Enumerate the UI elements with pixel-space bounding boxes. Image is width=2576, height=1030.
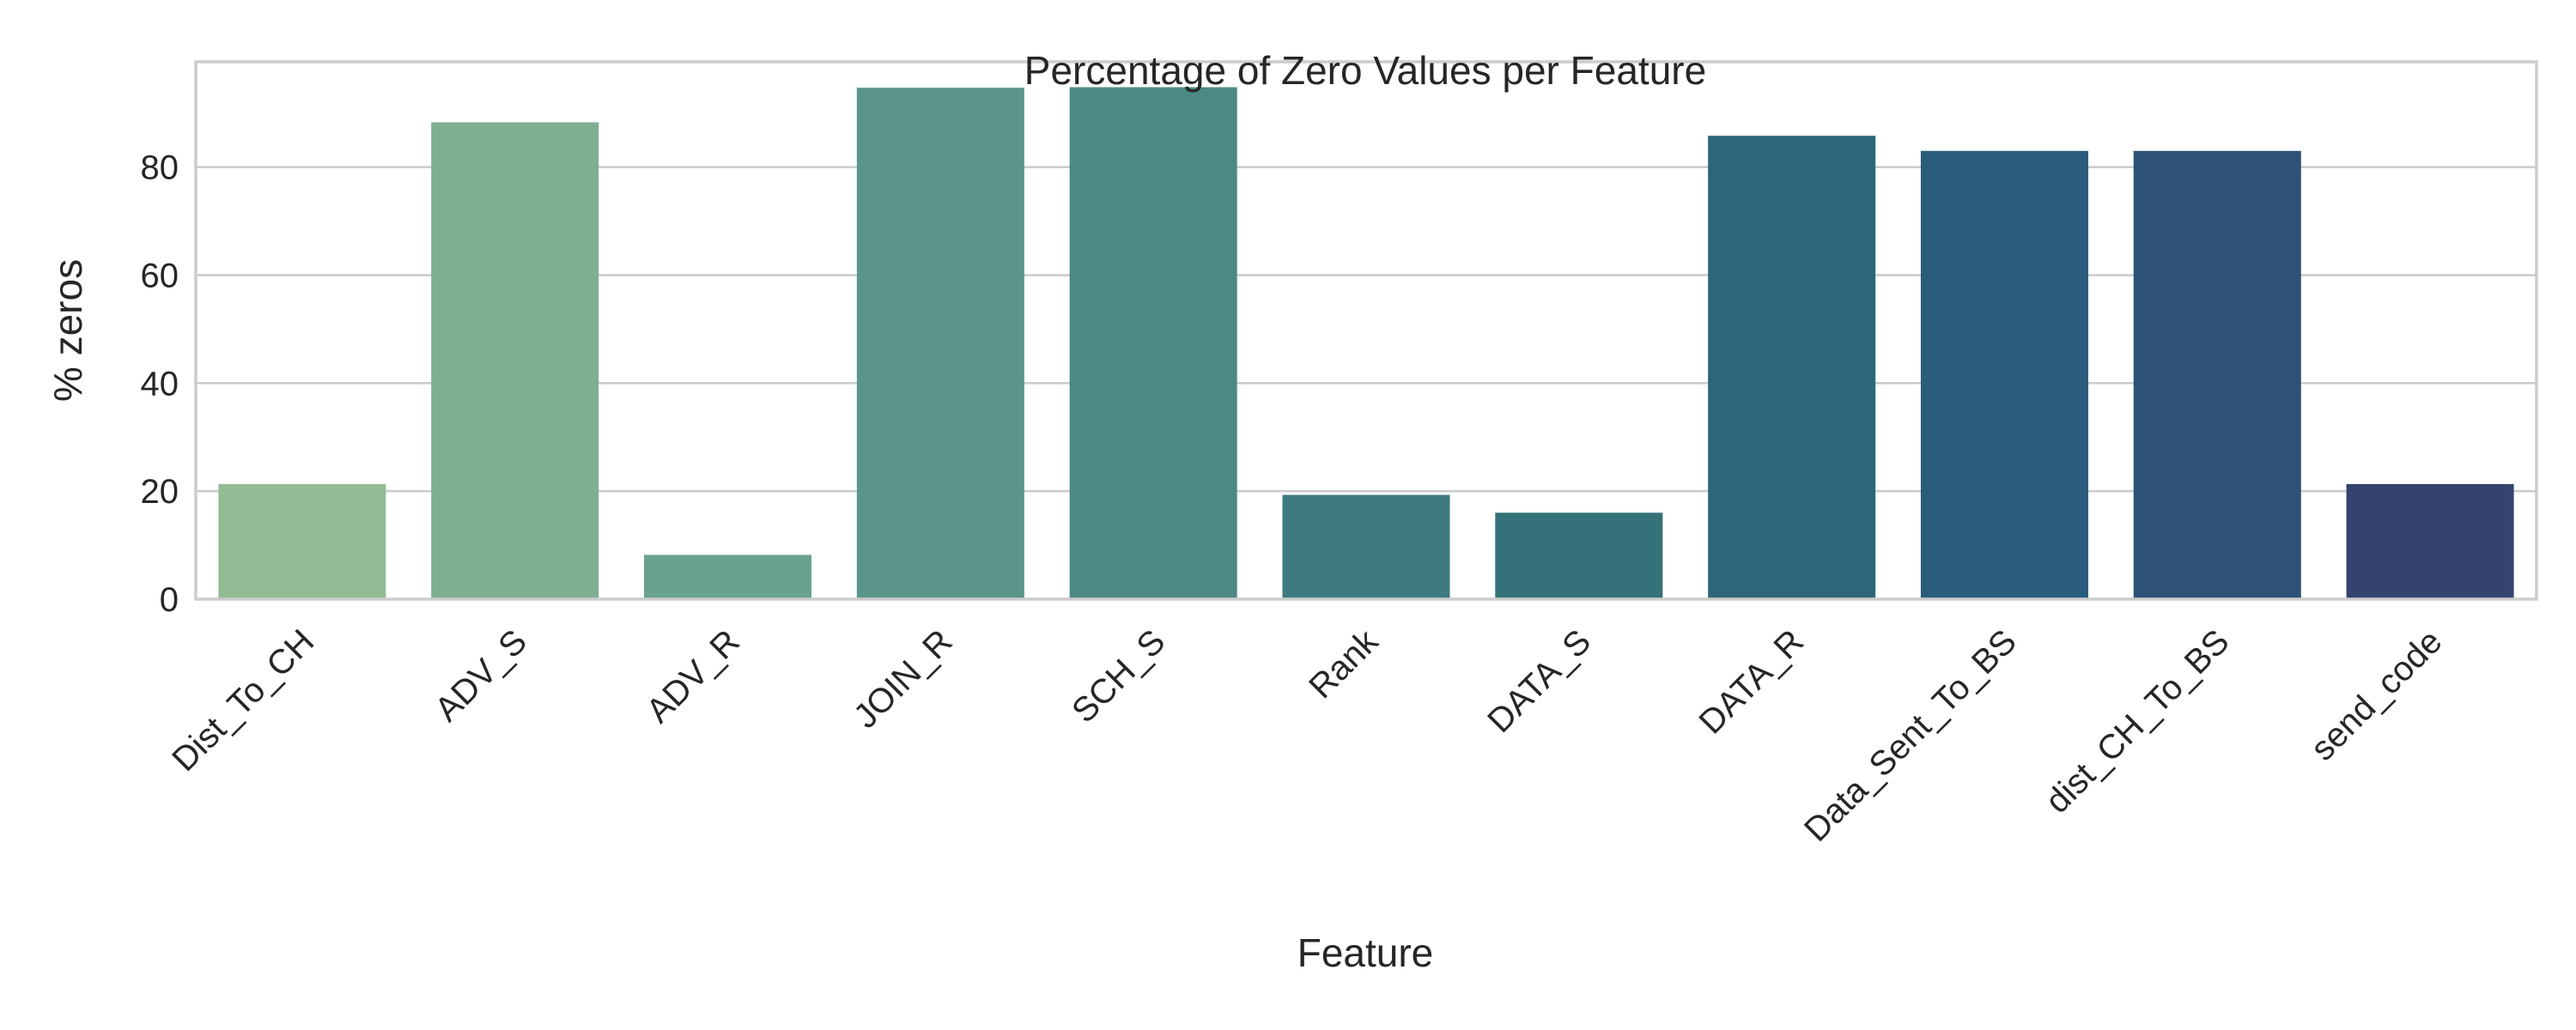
bar-data-r [1708, 136, 1876, 599]
chart-title: Percentage of Zero Values per Feature [1024, 48, 1706, 93]
x-tick-label: ADV_R [639, 622, 746, 730]
bar-adv-s [431, 122, 599, 599]
bar-send-code [2346, 483, 2514, 599]
x-tick-label: SCH_S [1065, 622, 1172, 730]
bar-dist-to-ch [218, 483, 386, 599]
bar-data-sent-to-bs [1920, 150, 2088, 599]
x-tick-label: DATA_S [1480, 622, 1598, 740]
bar-adv-r [644, 554, 812, 599]
bar-dist-ch-to-bs [2133, 150, 2301, 599]
y-tick-label: 80 [141, 149, 179, 187]
x-tick-label: Dist_To_CH [165, 622, 321, 779]
x-tick-label: Rank [1302, 622, 1386, 706]
x-tick-labels: Dist_To_CH ADV_S ADV_R JOIN_R SCH_S Rank DATA_… [165, 622, 2449, 850]
bar-data-s [1495, 512, 1663, 599]
y-tick-labels: 0 20 40 60 80 [141, 149, 179, 619]
x-tick-label: JOIN_R [847, 622, 960, 736]
bar-sch-s [1069, 87, 1237, 600]
y-tick-label: 40 [141, 365, 179, 403]
y-tick-label: 60 [141, 258, 179, 295]
x-tick-label: DATA_R [1692, 622, 1811, 742]
y-axis-label: % zeros [46, 259, 90, 402]
x-axis-label: Feature [1297, 930, 1434, 975]
bar-join-r [856, 88, 1024, 600]
y-tick-label: 0 [160, 581, 179, 619]
x-tick-label: ADV_S [428, 622, 534, 729]
bar-rank [1282, 494, 1450, 599]
plot-frame [194, 60, 2538, 601]
x-tick-label: send_code [2304, 622, 2450, 768]
x-tick-label: dist_CH_To_BS [2038, 622, 2237, 821]
y-tick-label: 20 [141, 473, 179, 511]
x-tick-label: Data_Sent_To_BS [1797, 622, 2024, 849]
bars [218, 87, 2514, 600]
